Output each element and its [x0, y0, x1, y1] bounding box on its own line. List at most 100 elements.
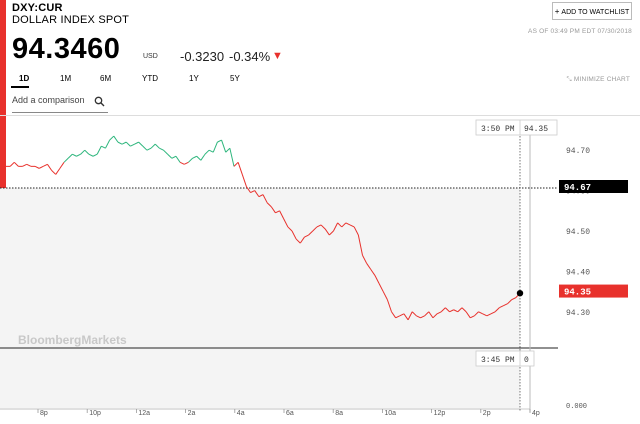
as-of-timestamp: AS OF 03:49 PM EDT 07/30/2018 [528, 28, 632, 35]
tab-6m[interactable]: 6M [100, 74, 112, 83]
series-segment [507, 299, 513, 305]
selected-tab-indicator [11, 86, 29, 88]
series-segment [13, 161, 19, 167]
search-icon[interactable] [94, 96, 105, 107]
series-segment [109, 135, 115, 141]
minimize-label: MINIMIZE CHART [573, 76, 630, 83]
crosshair-value: 94.35 [524, 125, 548, 134]
series-segment [233, 161, 239, 167]
series-segment [478, 311, 483, 315]
series-segment [113, 135, 119, 143]
tab-1m[interactable]: 1M [60, 74, 72, 83]
series-segment [221, 139, 227, 153]
series-segment [134, 141, 139, 145]
series-segment [142, 145, 148, 151]
series-segment [266, 202, 272, 208]
series-segment [399, 313, 405, 317]
series-segment [499, 305, 504, 309]
series-segment [84, 149, 90, 155]
x-tick-label: 8a [335, 410, 343, 417]
series-segment [121, 141, 127, 145]
last-price-badge [559, 284, 628, 298]
add-to-watchlist-button[interactable]: + ADD TO WATCHLIST [552, 2, 632, 20]
security-name: DOLLAR INDEX SPOT [12, 14, 130, 26]
series-segment [43, 163, 48, 167]
watermark: BloombergMarkets [18, 333, 127, 347]
series-segment [453, 309, 459, 313]
x-tick-label: 12a [138, 410, 150, 417]
series-segment [175, 155, 181, 163]
series-segment [200, 153, 206, 161]
minimize-chart-button[interactable]: ⤡ MINIMIZE CHART [566, 76, 630, 84]
series-segment [295, 238, 301, 244]
minimize-icon: ⤡ [566, 76, 574, 83]
series-segment [333, 222, 339, 232]
series-segment [474, 311, 479, 317]
series-segment [436, 311, 442, 315]
series-segment [105, 139, 111, 149]
series-segment [345, 222, 351, 226]
volume-axis-label: 0.000 [566, 403, 587, 411]
series-segment [416, 315, 421, 319]
series-segment [196, 155, 202, 161]
price-chart[interactable]: BloombergMarkets 94.7094.6094.5094.4094.… [0, 116, 640, 424]
series-segment [291, 230, 297, 240]
series-segment [192, 155, 197, 159]
series-segment [362, 254, 368, 264]
accent-edge-bar [0, 0, 6, 190]
series-segment [461, 307, 467, 313]
net-change: -0.3230 [180, 49, 225, 64]
series-segment [22, 163, 27, 167]
series-segment [312, 226, 318, 232]
series-segment [411, 311, 417, 317]
series-segment [150, 143, 156, 149]
series-segment [146, 147, 152, 151]
series-segment [76, 153, 81, 157]
series-segment [432, 313, 438, 319]
price-tick-label: 94.30 [566, 309, 590, 318]
series-segment [188, 157, 193, 163]
x-tick-label: 6a [286, 410, 294, 417]
series-segment [316, 224, 322, 228]
down-arrow-icon: ▼ [272, 50, 283, 62]
last-price-label: 94.35 [564, 288, 591, 298]
x-tick-label: 4a [237, 410, 245, 417]
tab-ytd[interactable]: YTD [142, 74, 158, 83]
price-tick-label: 94.70 [566, 147, 590, 156]
series-segment [511, 297, 517, 301]
series-segment [440, 307, 446, 313]
series-segment [490, 311, 496, 315]
series-segment [125, 141, 131, 147]
last-price: 94.3460 [12, 33, 121, 65]
series-segment [482, 313, 488, 317]
series-segment [353, 226, 359, 236]
series-segment [494, 307, 500, 313]
series-segment [386, 299, 392, 312]
tab-1y[interactable]: 1Y [189, 74, 199, 83]
ticker-symbol: DXY:CUR [12, 2, 63, 14]
series-segment [117, 141, 123, 145]
series-segment [88, 153, 94, 157]
series-segment [320, 224, 326, 230]
series-segment [470, 315, 475, 319]
series-segment [270, 206, 276, 214]
series-segment [72, 153, 77, 157]
tab-5y[interactable]: 5Y [230, 74, 240, 83]
series-segment [159, 147, 164, 151]
plus-icon: + [554, 7, 560, 16]
series-segment [308, 230, 314, 236]
comparison-search [12, 92, 108, 113]
series-segment [254, 190, 260, 197]
series-segment [67, 153, 73, 159]
series-segment [154, 143, 160, 149]
x-tick-label: 10a [384, 410, 396, 417]
series-segment [283, 218, 289, 228]
series-segment [9, 161, 15, 167]
area-fill-below-close [0, 188, 520, 410]
tab-1d[interactable]: 1D [19, 74, 30, 83]
series-segment [337, 222, 343, 228]
series-segment [324, 228, 330, 236]
series-segment [378, 283, 384, 292]
series-segment [246, 186, 251, 193]
comparison-input[interactable] [12, 95, 92, 105]
